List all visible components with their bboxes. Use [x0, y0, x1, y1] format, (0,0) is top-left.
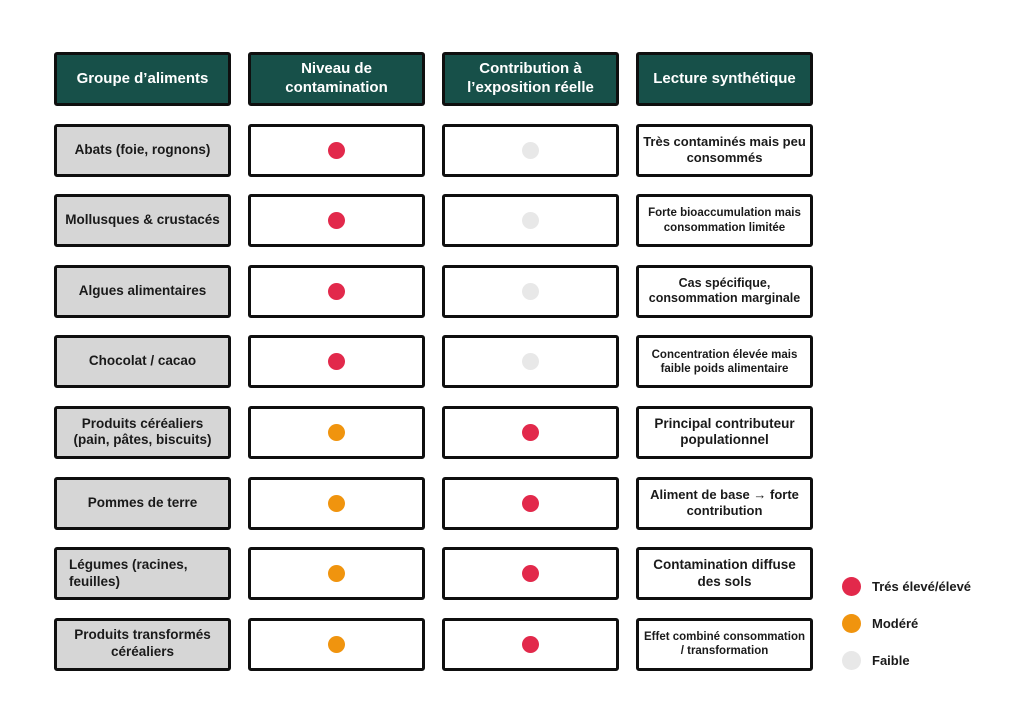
exposure-cell — [442, 476, 619, 530]
legend-dot-modere — [842, 614, 861, 633]
synthesis-cell: Principal contributeur populationnel — [636, 405, 813, 459]
synthesis-cell: Aliment de base → forte contribution — [636, 476, 813, 530]
header-synthesis-label: Lecture synthétique — [653, 69, 796, 87]
group-text: Mollusques & crustacés — [65, 212, 220, 228]
group-label-pommes-de-terre: Pommes de terre — [54, 476, 231, 530]
group-label-produits-cerealiers: Produits céréaliers (pain, pâtes, biscui… — [54, 405, 231, 459]
group-label-algues: Algues alimentaires — [54, 264, 231, 318]
exposure-cell — [442, 123, 619, 177]
contamination-dot — [328, 141, 345, 159]
synthesis-text: Cas spécifique, consommation marginale — [648, 275, 801, 306]
contamination-cell — [248, 405, 425, 459]
exposure-dot — [522, 423, 539, 441]
synthesis-cell: Très contaminés mais peu consommés — [636, 123, 813, 177]
contamination-cell — [248, 123, 425, 177]
synthesis-text: Effet combiné consommation / transformat… — [643, 630, 806, 658]
group-label-produits-transformes: Produits transformés céréaliers — [54, 617, 231, 671]
synthesis-text: Aliment de base → forte contribution — [650, 486, 799, 519]
exposure-dot — [522, 353, 539, 371]
legend: Trés élevé/élevé Modéré Faible — [842, 577, 971, 670]
contamination-dot — [328, 635, 345, 653]
legend-item-faible: Faible — [842, 651, 971, 670]
exposure-cell — [442, 264, 619, 318]
contamination-dot — [328, 353, 345, 371]
group-text: Légumes (racines, feuilles) — [69, 556, 188, 589]
synthesis-text: Contamination diffuse des sols — [653, 556, 796, 589]
contamination-cell — [248, 194, 425, 248]
contamination-cell — [248, 617, 425, 671]
group-text: Produits céréaliers (pain, pâtes, biscui… — [73, 415, 212, 448]
group-text: Chocolat / cacao — [88, 353, 197, 369]
exposure-dot — [522, 212, 539, 230]
synthesis-text: Principal contributeur populationnel — [654, 415, 795, 448]
legend-dot-faible — [842, 651, 861, 670]
header-cell-group: Groupe d’aliments — [54, 52, 231, 106]
exposure-cell — [442, 194, 619, 248]
group-label-legumes: Légumes (racines, feuilles) — [54, 547, 231, 601]
contamination-dot — [328, 565, 345, 583]
legend-dot-eleve — [842, 577, 861, 596]
legend-item-modere: Modéré — [842, 614, 971, 633]
synthesis-cell: Concentration élevée mais faible poids a… — [636, 335, 813, 389]
exposure-dot — [522, 565, 539, 583]
synthesis-text: Forte bioaccumulation mais consommation … — [648, 207, 801, 234]
synthesis-text: Concentration élevée mais faible poids a… — [651, 348, 798, 375]
header-contamination-label: Niveau de contamination — [285, 60, 388, 96]
exposure-dot — [522, 494, 539, 512]
synthesis-cell: Cas spécifique, consommation marginale — [636, 264, 813, 318]
header-cell-synthesis: Lecture synthétique — [636, 52, 813, 106]
exposure-cell — [442, 335, 619, 389]
exposure-dot — [522, 635, 539, 653]
exposure-cell — [442, 547, 619, 601]
legend-label-eleve: Trés élevé/élevé — [872, 579, 972, 594]
contamination-cell — [248, 264, 425, 318]
group-text: Produits transformés céréaliers — [74, 627, 211, 660]
header-exposure-label: Contribution à l’exposition réelle — [467, 60, 594, 96]
exposure-dot — [522, 141, 539, 159]
food-contamination-table: Groupe d’aliments Niveau de contaminatio… — [54, 52, 813, 671]
header-cell-exposure: Contribution à l’exposition réelle — [442, 52, 619, 106]
synthesis-text: Très contaminés mais peu consommés — [643, 133, 806, 166]
exposure-cell — [442, 405, 619, 459]
synthesis-cell: Effet combiné consommation / transformat… — [636, 617, 813, 671]
legend-label-faible: Faible — [872, 653, 910, 668]
group-text: Abats (foie, rognons) — [74, 141, 211, 157]
contamination-dot — [328, 494, 345, 512]
contamination-dot — [328, 423, 345, 441]
legend-item-eleve: Trés élevé/élevé — [842, 577, 971, 596]
header-cell-contamination: Niveau de contamination — [248, 52, 425, 106]
group-label-chocolat: Chocolat / cacao — [54, 335, 231, 389]
exposure-cell — [442, 617, 619, 671]
synthesis-cell: Forte bioaccumulation mais consommation … — [636, 194, 813, 248]
contamination-dot — [328, 282, 345, 300]
contamination-cell — [248, 335, 425, 389]
header-group-label: Groupe d’aliments — [76, 69, 209, 87]
contamination-dot — [328, 212, 345, 230]
contamination-cell — [248, 547, 425, 601]
synthesis-cell: Contamination diffuse des sols — [636, 547, 813, 601]
group-label-abats: Abats (foie, rognons) — [54, 123, 231, 177]
group-text: Algues alimentaires — [78, 282, 207, 298]
legend-label-modere: Modéré — [872, 616, 919, 631]
group-label-mollusques: Mollusques & crustacés — [54, 194, 231, 248]
group-text: Pommes de terre — [87, 494, 198, 510]
contamination-cell — [248, 476, 425, 530]
exposure-dot — [522, 282, 539, 300]
